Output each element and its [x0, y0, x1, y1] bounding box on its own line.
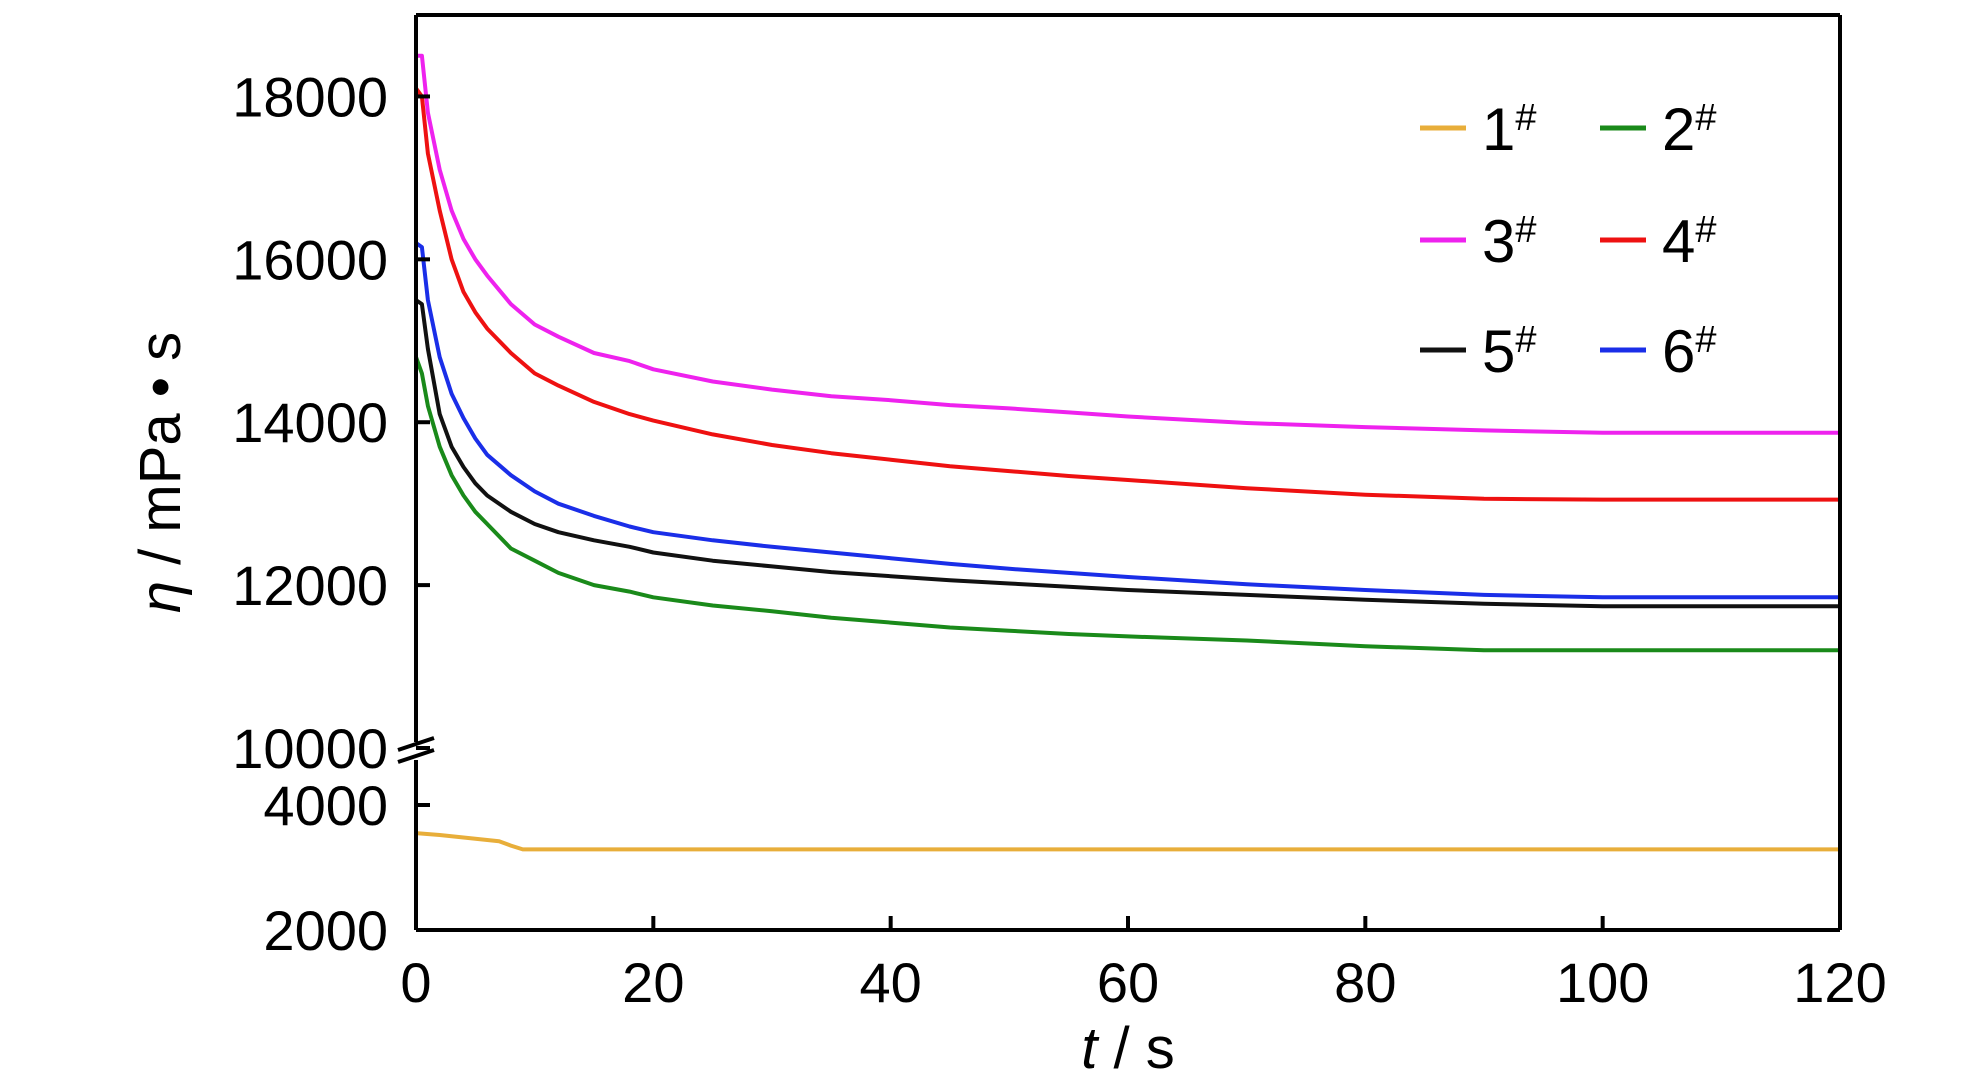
legend-label-text: 2 [1662, 96, 1695, 163]
x-tick-label: 20 [622, 951, 684, 1014]
x-tick-label: 80 [1334, 951, 1396, 1014]
legend-label-sup: # [1515, 319, 1536, 361]
y-axis-title-symbol: η [128, 581, 193, 613]
y-tick-label: 14000 [232, 391, 388, 454]
legend: 1# 2#3# 4#5# 6# [1420, 96, 1717, 385]
legend-label: 1# [1482, 96, 1537, 163]
x-tick-label: 60 [1097, 951, 1159, 1014]
x-axis-title-symbol: t [1081, 1016, 1100, 1081]
legend-label: 2# [1662, 96, 1717, 163]
y-tick-label: 16000 [232, 228, 388, 291]
legend-label-sup: # [1695, 319, 1716, 361]
x-tick-label: 120 [1793, 951, 1886, 1014]
y-tick-label: 18000 [232, 65, 388, 128]
legend-label-sup: # [1695, 209, 1716, 251]
series-line-5 [414, 298, 1840, 609]
legend-label-text: 3 [1482, 208, 1515, 275]
axis-break-mark [397, 748, 435, 764]
legend-item-1: 1# [1420, 96, 1537, 163]
legend-label: 5# [1482, 318, 1537, 385]
plot-frame [397, 13, 1842, 932]
legend-label: 4# [1662, 208, 1717, 275]
axis-break-mark [397, 736, 435, 752]
y-tick-label: 2000 [263, 899, 388, 962]
legend-label-text: 4 [1662, 208, 1695, 275]
legend-label-sup: # [1695, 97, 1716, 139]
series-line-4 [414, 87, 1840, 502]
legend-label: 6# [1662, 318, 1717, 385]
x-axis-title: t / s [1081, 1016, 1174, 1081]
x-axis-title-unit: / s [1097, 1016, 1174, 1081]
legend-item-2: 2# [1600, 96, 1717, 163]
y-tick-label: 4000 [263, 774, 388, 837]
series-line-1 [415, 831, 1840, 852]
x-tick-label: 0 [400, 951, 431, 1014]
y-axis-title-unit: / mPa • s [128, 332, 193, 581]
y-axis: 10000 12000 14000 16000 18000 2000 4000 [232, 65, 430, 962]
legend-label-text: 6 [1662, 318, 1695, 385]
legend-item-5: 5# [1420, 318, 1537, 385]
x-tick-label: 40 [860, 951, 922, 1014]
y-axis-title: η / mPa • s [128, 332, 193, 613]
legend-label-sup: # [1515, 209, 1536, 251]
legend-label: 3# [1482, 208, 1537, 275]
y-tick-label: 10000 [232, 717, 388, 780]
legend-item-3: 3# [1420, 208, 1537, 275]
series-lines [414, 53, 1840, 852]
series-line-2 [414, 356, 1840, 653]
x-tick-label: 100 [1556, 951, 1649, 1014]
series-line-6 [414, 241, 1840, 600]
legend-label-text: 1 [1482, 96, 1515, 163]
legend-label-text: 5 [1482, 318, 1515, 385]
legend-label-sup: # [1515, 97, 1536, 139]
x-axis: 0 20 40 60 80 100 120 [400, 916, 1887, 1014]
series-line-3 [416, 53, 1840, 435]
legend-item-6: 6# [1600, 318, 1717, 385]
legend-item-4: 4# [1600, 208, 1717, 275]
y-tick-label: 12000 [232, 554, 388, 617]
